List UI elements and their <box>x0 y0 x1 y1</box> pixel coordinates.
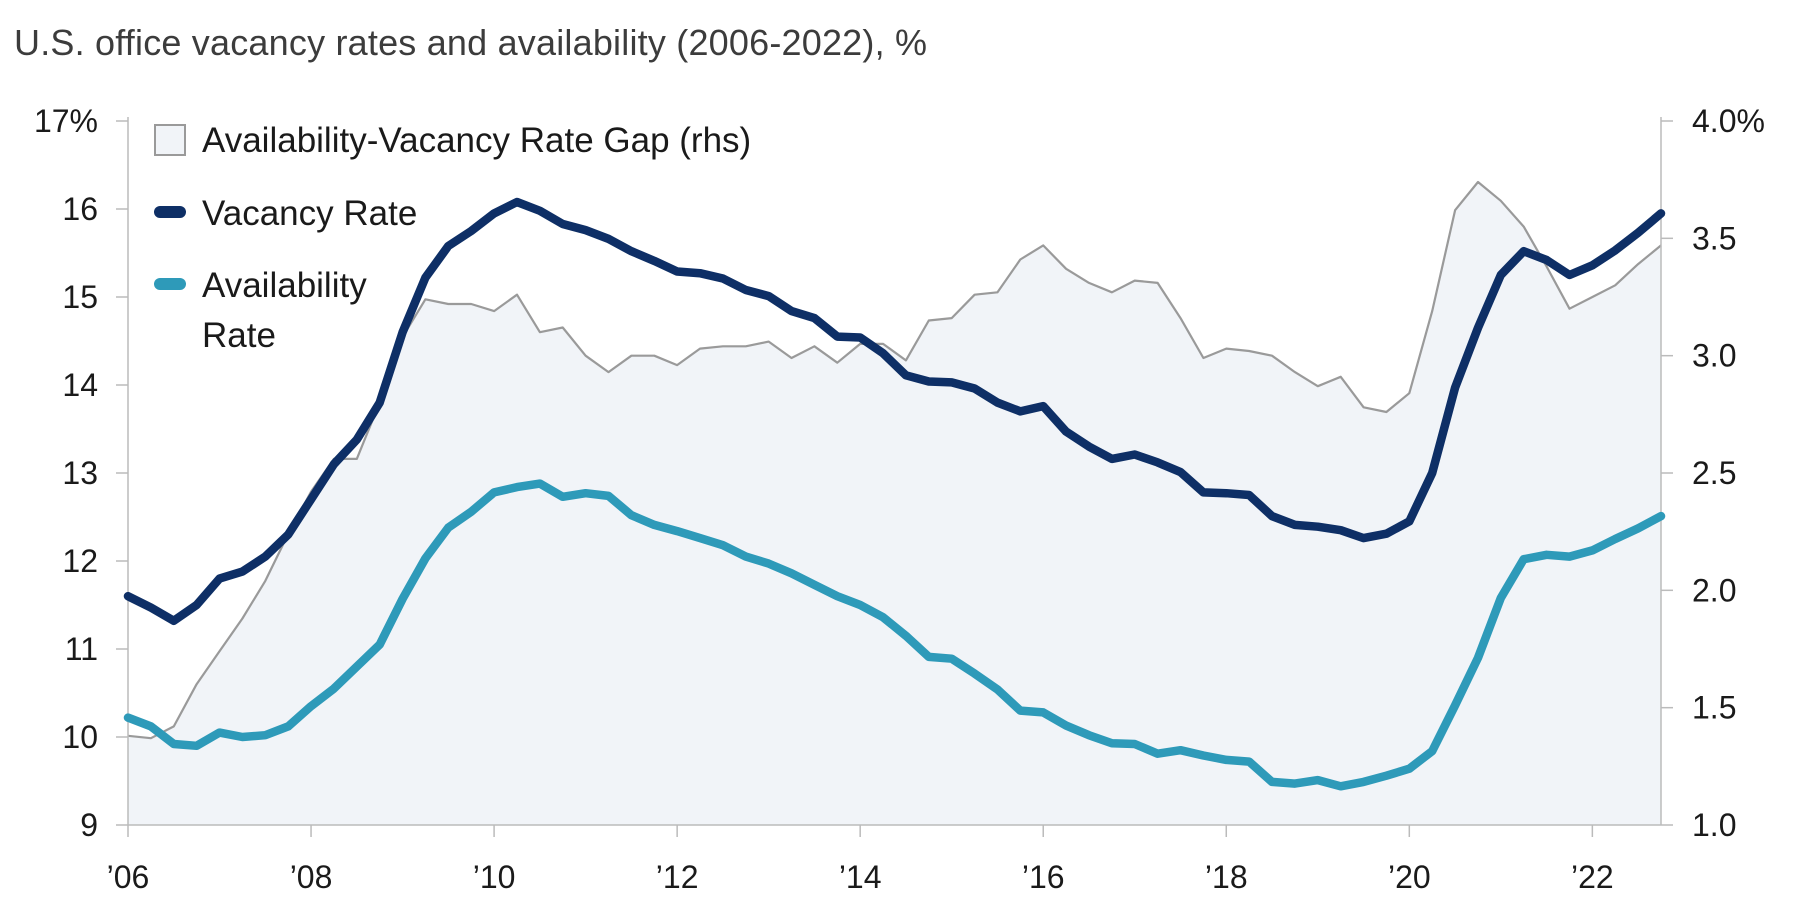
chart-title: U.S. office vacancy rates and availabili… <box>14 22 928 63</box>
x-tick-label: ’14 <box>839 859 882 895</box>
legend: Availability-Vacancy Rate Gap (rhs) Vacan… <box>154 121 751 355</box>
right-tick-label: 2.0 <box>1692 572 1736 608</box>
availability-rate-line <box>123 479 1666 791</box>
x-tick-label: ’08 <box>290 859 333 895</box>
left-tick-label: 12 <box>62 543 98 579</box>
right-tick-label: 1.0 <box>1692 807 1736 843</box>
right-tick-label: 4.0% <box>1692 103 1765 139</box>
legend-availability-label-line1: Availability <box>202 266 367 305</box>
left-tick-label: 13 <box>62 455 98 491</box>
legend-gap-label: Availability-Vacancy Rate Gap (rhs) <box>202 121 751 160</box>
left-tick-label: 11 <box>65 631 98 667</box>
left-tick-label: 14 <box>62 367 98 403</box>
axes-layer: 17% 16 15 14 13 12 11 10 9 4.0% 3.5 3.0 2.5 2.0 1.5 1.0… <box>34 103 1765 895</box>
left-tick-label: 10 <box>62 719 98 755</box>
legend-gap-swatch <box>154 124 186 156</box>
x-tick-label: ’22 <box>1571 859 1614 895</box>
series-lines-layer <box>123 197 1666 791</box>
left-tick-label: 9 <box>80 807 98 843</box>
x-tick-label: ’20 <box>1388 859 1431 895</box>
right-tick-label: 3.0 <box>1692 338 1736 374</box>
x-tick-label: ’12 <box>656 859 699 895</box>
x-tick-label: ’16 <box>1022 859 1065 895</box>
left-tick-label: 15 <box>62 279 98 315</box>
vacancy-rate-line <box>123 197 1666 626</box>
legend-availability-label-line2: Rate <box>202 316 276 355</box>
x-tick-label: ’10 <box>473 859 516 895</box>
x-tick-label: ’06 <box>107 859 150 895</box>
left-tick-label: 16 <box>62 191 98 227</box>
left-tick-label: 17% <box>34 103 98 139</box>
right-tick-label: 1.5 <box>1692 690 1736 726</box>
right-tick-label: 2.5 <box>1692 455 1736 491</box>
gap-area-fill <box>128 182 1661 825</box>
x-tick-label: ’18 <box>1205 859 1248 895</box>
legend-vacancy-label: Vacancy Rate <box>202 194 417 233</box>
right-tick-label: 3.5 <box>1692 220 1736 256</box>
